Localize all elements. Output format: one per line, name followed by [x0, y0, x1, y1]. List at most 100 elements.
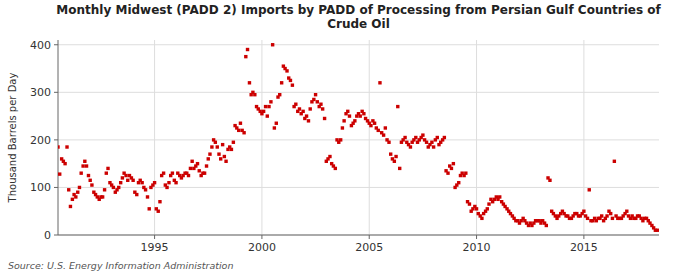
- point: [314, 93, 317, 96]
- grid-line: [58, 235, 659, 236]
- point: [611, 217, 614, 220]
- point: [452, 162, 455, 165]
- point: [289, 79, 292, 82]
- point: [208, 152, 211, 155]
- point: [269, 100, 272, 103]
- tick-label: 0: [44, 229, 51, 242]
- grid-line: [58, 92, 659, 93]
- point: [262, 110, 265, 113]
- point: [656, 229, 659, 232]
- point: [140, 181, 143, 184]
- point: [487, 202, 490, 205]
- point: [273, 126, 276, 129]
- point: [625, 210, 628, 213]
- points: [58, 43, 659, 232]
- tick-label: 2010: [463, 241, 491, 254]
- point: [78, 186, 81, 189]
- point: [267, 105, 270, 108]
- point: [162, 171, 165, 174]
- point: [348, 114, 351, 117]
- tick-label: 200: [30, 134, 51, 147]
- point: [414, 136, 417, 139]
- point: [190, 160, 193, 163]
- grid-line: [58, 187, 659, 188]
- point: [246, 48, 249, 51]
- point: [394, 155, 397, 158]
- point: [85, 164, 88, 167]
- point: [359, 114, 362, 117]
- point: [153, 181, 156, 184]
- point: [475, 207, 478, 210]
- point: [79, 171, 82, 174]
- tick: [261, 235, 262, 239]
- point: [90, 183, 93, 186]
- point: [588, 188, 591, 191]
- tick-label: 100: [30, 181, 51, 194]
- point: [464, 171, 467, 174]
- point: [126, 179, 129, 182]
- tick-label: 2000: [248, 241, 276, 254]
- point: [158, 200, 161, 203]
- point: [135, 193, 138, 196]
- point: [174, 181, 177, 184]
- annotation: Source: U.S. Energy Information Administ…: [8, 260, 233, 271]
- point: [165, 186, 168, 189]
- point: [328, 155, 331, 158]
- grid-line: [583, 40, 584, 235]
- tick: [476, 235, 477, 239]
- point: [353, 119, 356, 122]
- point: [432, 145, 435, 148]
- point: [157, 210, 160, 213]
- point: [403, 136, 406, 139]
- tick: [54, 235, 58, 236]
- tick: [54, 187, 58, 188]
- point: [67, 188, 70, 191]
- point: [443, 136, 446, 139]
- point: [232, 141, 235, 144]
- point: [264, 105, 267, 108]
- point: [387, 141, 390, 144]
- point: [285, 69, 288, 72]
- grid-line: [369, 40, 370, 235]
- point: [214, 141, 217, 144]
- point: [119, 181, 122, 184]
- point: [457, 181, 460, 184]
- point: [409, 145, 412, 148]
- point: [253, 93, 256, 96]
- point: [230, 148, 233, 151]
- point: [301, 110, 304, 113]
- point: [101, 195, 104, 198]
- point: [305, 114, 308, 117]
- point: [76, 190, 79, 193]
- point: [65, 145, 68, 148]
- point: [248, 81, 251, 84]
- tick-label: 2005: [355, 241, 383, 254]
- point: [189, 167, 192, 170]
- point: [341, 126, 344, 129]
- point: [266, 114, 269, 117]
- point: [71, 198, 74, 201]
- tick-label: 1995: [141, 241, 169, 254]
- point: [167, 181, 170, 184]
- point: [586, 217, 589, 220]
- point: [396, 105, 399, 108]
- point: [207, 157, 210, 160]
- point: [384, 126, 387, 129]
- point: [312, 98, 315, 101]
- point: [239, 122, 242, 125]
- point: [88, 179, 91, 182]
- point: [373, 122, 376, 125]
- point: [425, 141, 428, 144]
- point: [74, 195, 77, 198]
- point: [316, 100, 319, 103]
- point: [334, 167, 337, 170]
- point: [278, 93, 281, 96]
- point: [323, 117, 326, 120]
- point: [198, 169, 201, 172]
- tick: [54, 44, 58, 45]
- point: [148, 207, 151, 210]
- x-axis: [58, 235, 659, 236]
- point: [609, 212, 612, 215]
- point: [430, 141, 433, 144]
- point: [196, 162, 199, 165]
